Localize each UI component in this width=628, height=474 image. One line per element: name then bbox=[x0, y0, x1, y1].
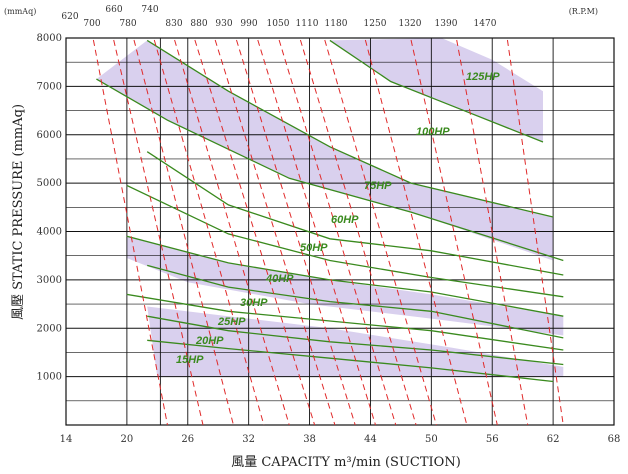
rpm-line-930 bbox=[236, 39, 356, 426]
hp-curves bbox=[96, 39, 564, 383]
operating-bands bbox=[96, 38, 564, 377]
rpm-line-1180 bbox=[324, 39, 437, 426]
x-tick-label: 32 bbox=[242, 434, 255, 445]
hp-label: 100HP bbox=[416, 126, 450, 138]
x-tick-label: 20 bbox=[121, 434, 134, 445]
rpm-tick-label: 620 bbox=[61, 12, 78, 22]
hp-labels: 15HP 20HP 25HP 30HP 40HP 50HP 60HP 75HP 100HP 125… bbox=[176, 71, 500, 366]
rpm-tick-label: 830 bbox=[165, 19, 182, 29]
rpm-line-780 bbox=[174, 39, 290, 426]
hp-curve-30HP bbox=[147, 264, 564, 339]
rpm-tick-label: 1180 bbox=[325, 19, 348, 29]
rpm-tick-label: 930 bbox=[215, 19, 232, 29]
x-tick-label: 68 bbox=[608, 434, 621, 445]
hp-curve-50HP bbox=[126, 184, 564, 298]
rpm-tick-label: 1390 bbox=[435, 19, 458, 29]
rpm-line-1250 bbox=[364, 39, 468, 426]
hp-label: 50HP bbox=[300, 242, 328, 254]
rpm-tick-label: 1470 bbox=[474, 19, 497, 29]
hp-label: 40HP bbox=[265, 273, 294, 285]
x-tick-label: 56 bbox=[486, 434, 499, 445]
hp-curve-40HP bbox=[126, 235, 564, 317]
rpm-tick-label: 990 bbox=[240, 19, 257, 29]
y-tick-label: 1000 bbox=[37, 372, 62, 383]
y-tick-label: 4000 bbox=[37, 227, 62, 238]
hp-label: 60HP bbox=[331, 214, 359, 226]
hp-label: 125HP bbox=[466, 71, 500, 83]
rpm-lines bbox=[92, 39, 564, 426]
rpm-tick-label: 1250 bbox=[364, 19, 387, 29]
rpm-tick-label: 880 bbox=[190, 19, 207, 29]
hp-label: 20HP bbox=[195, 335, 224, 347]
x-tick-label: 50 bbox=[425, 434, 438, 445]
hp-curve-60HP bbox=[146, 151, 564, 276]
rpm-tick-label: 700 bbox=[83, 19, 100, 29]
y-unit-label: (mmAq) bbox=[4, 7, 36, 16]
x-axis-label: 風量 CAPACITY m³/min (SUCTION) bbox=[231, 455, 461, 470]
rpm-line-700 bbox=[133, 39, 234, 426]
rpm-line-1390 bbox=[456, 39, 529, 426]
hp-label: 75HP bbox=[364, 180, 392, 192]
operating-band-2 bbox=[126, 236, 564, 336]
rpm-line-1470 bbox=[506, 39, 564, 426]
x-tick-label: 38 bbox=[303, 434, 316, 445]
rpm-line-830 bbox=[194, 39, 316, 426]
hp-label: 15HP bbox=[176, 354, 204, 366]
rpm-tick-label: 1050 bbox=[267, 19, 290, 29]
rpm-tick-label: 660 bbox=[105, 5, 122, 15]
operating-band-3 bbox=[147, 306, 564, 377]
y-tick-label: 3000 bbox=[37, 275, 62, 286]
hp-label: 30HP bbox=[240, 297, 268, 309]
rpm-tick-label: 1110 bbox=[296, 19, 319, 29]
rpm-line-990 bbox=[257, 39, 376, 426]
rpm-line-740 bbox=[153, 39, 265, 426]
rpm-unit-label: (R.P.M) bbox=[569, 7, 598, 16]
operating-band-1 bbox=[329, 38, 543, 142]
hp-curve-75HP bbox=[96, 78, 564, 262]
x-tick-label: 62 bbox=[547, 434, 560, 445]
rpm-tick-label: 1320 bbox=[399, 19, 422, 29]
rpm-ticks: 620 660 700 740 780 830 880 930 990 1050 1110 1180 1… bbox=[61, 5, 496, 29]
x-axis-ticks: 14 20 26 32 38 44 50 56 62 68 bbox=[60, 434, 621, 445]
rpm-line-1320 bbox=[410, 39, 498, 426]
rpm-line-1050 bbox=[278, 39, 397, 426]
y-tick-label: 6000 bbox=[37, 130, 62, 141]
rpm-line-880 bbox=[214, 39, 336, 426]
hp-curve-15HP bbox=[147, 339, 554, 383]
hp-curve-25HP bbox=[126, 293, 564, 351]
rpm-line-620 bbox=[92, 39, 168, 426]
operating-band-0 bbox=[96, 40, 554, 261]
x-tick-label: 44 bbox=[364, 434, 377, 445]
hp-label: 25HP bbox=[217, 316, 246, 328]
rpm-line-1110 bbox=[299, 39, 417, 426]
chart-grid bbox=[65, 37, 615, 426]
y-tick-label: 5000 bbox=[37, 178, 62, 189]
x-tick-label: 26 bbox=[181, 434, 194, 445]
y-tick-label: 8000 bbox=[37, 33, 62, 44]
hp-curve-125HP bbox=[329, 39, 544, 143]
rpm-tick-label: 740 bbox=[141, 5, 158, 15]
y-axis-ticks: 1000 2000 3000 4000 5000 6000 7000 8000 bbox=[37, 33, 62, 383]
y-tick-label: 7000 bbox=[37, 81, 62, 92]
hp-curve-100HP bbox=[146, 39, 554, 218]
x-tick-label: 14 bbox=[60, 434, 73, 445]
y-tick-label: 2000 bbox=[37, 323, 62, 334]
rpm-line-660 bbox=[113, 39, 204, 426]
rpm-tick-label: 780 bbox=[119, 19, 136, 29]
y-axis-label: 風壓 STATIC PRESSURE (mmAq) bbox=[11, 104, 26, 320]
